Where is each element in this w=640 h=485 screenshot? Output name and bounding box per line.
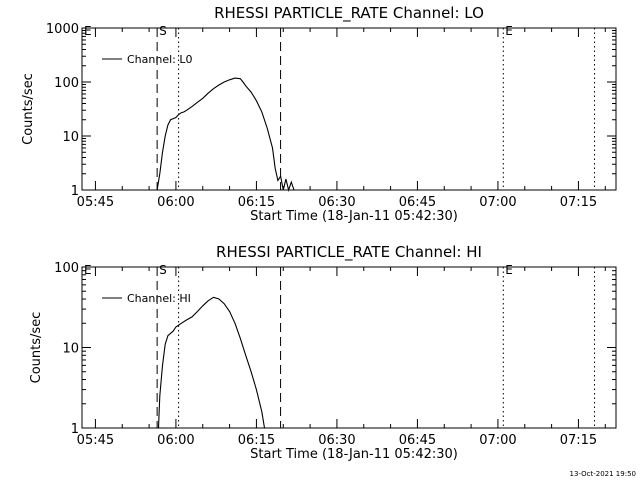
x-tick-label: 05:45 bbox=[77, 195, 114, 210]
y-tick-label: 10 bbox=[62, 342, 79, 357]
event-marker-label: E bbox=[84, 24, 92, 38]
event-marker-label: E bbox=[505, 24, 513, 38]
x-tick-label: 06:00 bbox=[157, 433, 194, 448]
chart-panel-lo: RHESSI PARTICLE_RATE Channel: LO 1 10 100 10… bbox=[21, 4, 617, 224]
x-tick-label: 06:15 bbox=[238, 433, 275, 448]
x-tick-label: 07:00 bbox=[479, 433, 516, 448]
x-tick-label: 06:45 bbox=[399, 195, 436, 210]
x-axis-label: Start Time (18-Jan-11 05:42:30) bbox=[250, 209, 458, 224]
x-tick-label: 07:15 bbox=[560, 433, 597, 448]
event-marker-label: E bbox=[505, 263, 513, 277]
footer-timestamp: 13-Oct-2021 19:50 bbox=[570, 470, 636, 478]
y-axis-label: Counts/sec bbox=[29, 312, 44, 384]
y-tick-label: 100 bbox=[54, 261, 79, 276]
legend-label: Channel: HI bbox=[127, 292, 191, 305]
x-tick-label: 06:45 bbox=[399, 433, 436, 448]
x-tick-label: 05:45 bbox=[77, 433, 114, 448]
chart-title: RHESSI PARTICLE_RATE Channel: LO bbox=[214, 4, 484, 23]
y-tick-label: 1000 bbox=[46, 22, 79, 37]
y-tick-label: 1 bbox=[71, 422, 79, 437]
x-axis-label: Start Time (18-Jan-11 05:42:30) bbox=[250, 447, 458, 462]
x-tick-label: 07:15 bbox=[560, 195, 597, 210]
event-marker-label: S bbox=[159, 263, 167, 277]
x-tick-label: 06:15 bbox=[238, 195, 275, 210]
plot-frame bbox=[81, 27, 617, 191]
series-line-hi bbox=[157, 296, 266, 429]
x-tick-label: 06:00 bbox=[157, 195, 194, 210]
chart-title: RHESSI PARTICLE_RATE Channel: HI bbox=[216, 243, 482, 262]
x-tick-label: 06:30 bbox=[318, 195, 355, 210]
x-tick-label: 07:00 bbox=[479, 195, 516, 210]
y-tick-label: 10 bbox=[62, 130, 79, 145]
event-marker-label: S bbox=[159, 24, 167, 38]
chart-panel-hi: RHESSI PARTICLE_RATE Channel: HI 1 10 100 05… bbox=[29, 243, 617, 462]
y-tick-label: 1 bbox=[71, 184, 79, 199]
event-marker-label: E bbox=[84, 263, 92, 277]
y-tick-label: 100 bbox=[54, 76, 79, 91]
series-line-lo bbox=[156, 77, 295, 192]
x-tick-label: 06:30 bbox=[318, 433, 355, 448]
legend-label: Channel: L0 bbox=[127, 53, 193, 66]
y-axis-label: Counts/sec bbox=[21, 73, 36, 145]
